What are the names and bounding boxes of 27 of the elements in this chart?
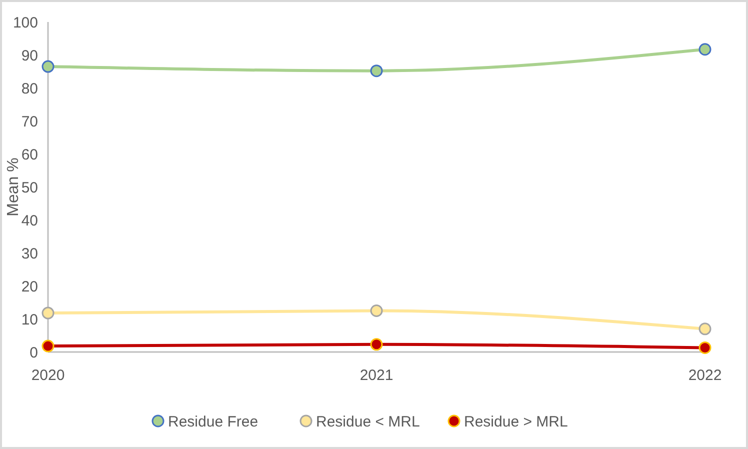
y-tick-label: 0 bbox=[30, 344, 38, 362]
point bbox=[42, 306, 54, 320]
x-tick-label: 2022 bbox=[688, 367, 722, 384]
point bbox=[698, 341, 712, 354]
point bbox=[370, 338, 383, 351]
point bbox=[698, 322, 712, 336]
legend-label: Residue > MRL bbox=[464, 413, 568, 430]
legend-label: Residue < MRL bbox=[316, 413, 420, 430]
x-tick-label: 2021 bbox=[360, 367, 394, 384]
y-tick-label: 10 bbox=[21, 311, 38, 328]
point bbox=[370, 304, 383, 317]
point bbox=[42, 60, 54, 73]
y-tick-label: 50 bbox=[21, 179, 38, 196]
point bbox=[42, 340, 54, 352]
legend-label: Residue Free bbox=[168, 413, 258, 430]
y-tick-label: 80 bbox=[21, 80, 38, 98]
y-axis-title: Mean % bbox=[5, 158, 22, 216]
x-tick-label: 2020 bbox=[31, 367, 65, 384]
y-tick-label: 30 bbox=[21, 245, 38, 262]
y-tick-label: 60 bbox=[21, 146, 38, 164]
y-tick-label: 20 bbox=[21, 278, 38, 296]
y-tick-label: 90 bbox=[21, 47, 38, 64]
y-tick-label: 100 bbox=[12, 14, 38, 32]
point bbox=[370, 64, 383, 78]
y-tick-label: 70 bbox=[21, 113, 38, 130]
point bbox=[698, 43, 712, 56]
y-tick-label: 40 bbox=[21, 212, 38, 230]
